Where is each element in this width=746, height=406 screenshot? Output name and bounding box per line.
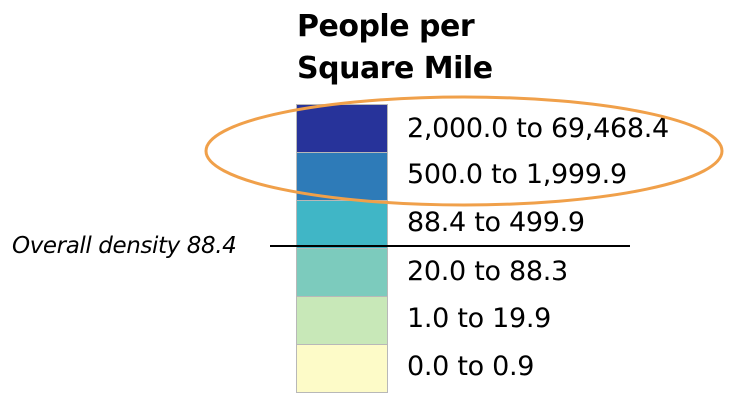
- overall-density-line: [270, 245, 630, 247]
- legend-title-line-2: Square Mile: [297, 51, 493, 86]
- swatch-class-5: [296, 296, 388, 345]
- class-label-2: 500.0 to 1,999.9: [407, 159, 627, 190]
- swatch-class-1: [296, 104, 388, 153]
- class-label-5: 1.0 to 19.9: [407, 303, 552, 334]
- overall-density-label: Overall density 88.4: [12, 233, 237, 259]
- swatch-class-2: [296, 152, 388, 201]
- class-label-3: 88.4 to 499.9: [407, 207, 585, 238]
- class-label-1: 2,000.0 to 69,468.4: [407, 113, 669, 144]
- swatch-class-3: [296, 200, 388, 249]
- legend-title-line-1: People per: [297, 9, 475, 44]
- class-label-6: 0.0 to 0.9: [407, 351, 535, 382]
- class-label-4: 20.0 to 88.3: [407, 256, 568, 287]
- legend-swatch-column: [296, 104, 388, 393]
- swatch-class-6: [296, 344, 388, 393]
- legend-title: People per Square Mile: [297, 6, 493, 90]
- swatch-class-4: [296, 248, 388, 297]
